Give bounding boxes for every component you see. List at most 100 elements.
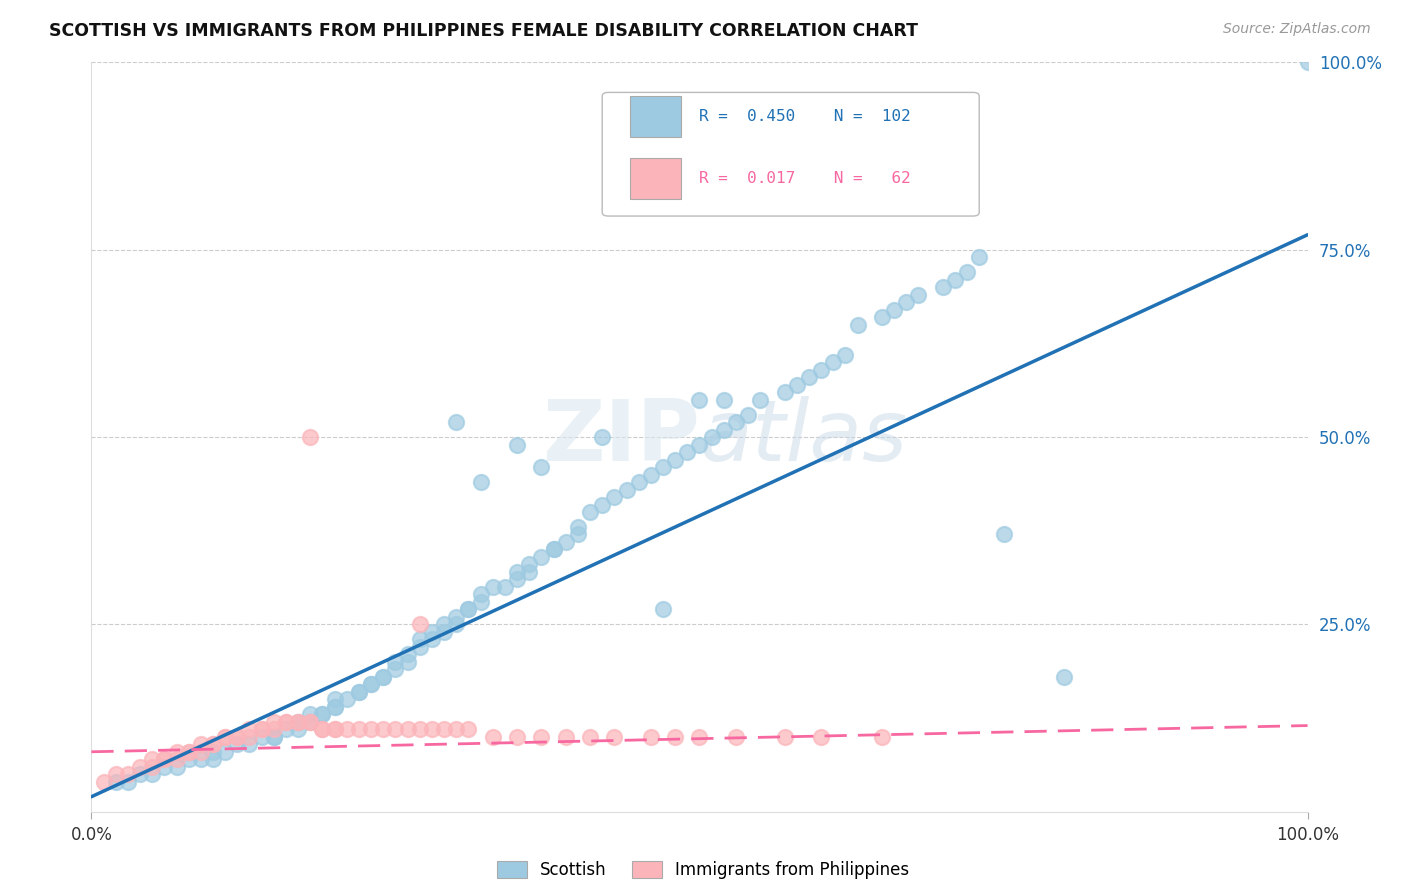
Point xyxy=(287,723,309,737)
Point xyxy=(457,602,479,616)
Point xyxy=(444,723,467,737)
Point xyxy=(141,760,163,774)
Point xyxy=(640,730,662,744)
Point xyxy=(409,640,432,654)
Point xyxy=(166,745,188,759)
Point xyxy=(226,730,249,744)
Point xyxy=(433,723,456,737)
Point xyxy=(347,685,370,699)
Point xyxy=(993,527,1015,541)
Point xyxy=(676,445,699,459)
Point xyxy=(238,723,260,737)
Point xyxy=(956,265,979,279)
Point xyxy=(214,730,236,744)
Point xyxy=(396,723,419,737)
Point xyxy=(907,287,929,301)
Text: R =  0.450    N =  102: R = 0.450 N = 102 xyxy=(699,109,911,124)
Point xyxy=(943,273,966,287)
Point xyxy=(384,655,406,669)
Bar xyxy=(630,158,682,199)
Point xyxy=(190,737,212,751)
Point xyxy=(323,723,346,737)
Point xyxy=(347,685,370,699)
Point xyxy=(299,714,322,729)
Point xyxy=(373,723,395,737)
Point xyxy=(773,730,796,744)
Point xyxy=(737,408,759,422)
Point xyxy=(652,602,675,616)
Point xyxy=(870,730,893,744)
Point xyxy=(627,475,650,489)
Point xyxy=(517,558,540,572)
Point xyxy=(846,318,869,332)
Point xyxy=(311,723,333,737)
Text: SCOTTISH VS IMMIGRANTS FROM PHILIPPINES FEMALE DISABILITY CORRELATION CHART: SCOTTISH VS IMMIGRANTS FROM PHILIPPINES … xyxy=(49,22,918,40)
Point xyxy=(202,737,225,751)
Point xyxy=(1296,55,1319,70)
Text: Source: ZipAtlas.com: Source: ZipAtlas.com xyxy=(1223,22,1371,37)
Point xyxy=(299,707,322,722)
Point xyxy=(506,565,529,579)
Point xyxy=(287,714,309,729)
Point xyxy=(153,752,176,766)
Legend: Scottish, Immigrants from Philippines: Scottish, Immigrants from Philippines xyxy=(496,861,910,880)
Point xyxy=(238,730,260,744)
Point xyxy=(724,730,747,744)
Point xyxy=(299,714,322,729)
Point xyxy=(177,745,200,759)
Point xyxy=(420,632,443,647)
Point xyxy=(640,467,662,482)
Point xyxy=(117,767,139,781)
Point xyxy=(713,423,735,437)
Point xyxy=(287,714,309,729)
Point xyxy=(543,542,565,557)
Point xyxy=(238,737,260,751)
Point xyxy=(688,730,710,744)
Point xyxy=(444,415,467,429)
Point xyxy=(250,730,273,744)
Point xyxy=(664,452,686,467)
Text: R =  0.017    N =   62: R = 0.017 N = 62 xyxy=(699,170,911,186)
Point xyxy=(104,767,127,781)
FancyBboxPatch shape xyxy=(602,93,979,216)
Point xyxy=(967,250,990,264)
Point xyxy=(250,723,273,737)
Point xyxy=(664,730,686,744)
Point xyxy=(713,392,735,407)
Point xyxy=(141,752,163,766)
Text: ZIP: ZIP xyxy=(541,395,699,479)
Point xyxy=(177,752,200,766)
Point xyxy=(810,362,832,376)
Point xyxy=(153,760,176,774)
Point xyxy=(202,752,225,766)
Point xyxy=(166,752,188,766)
Point xyxy=(810,730,832,744)
Point xyxy=(141,767,163,781)
Point xyxy=(616,483,638,497)
Point xyxy=(323,692,346,706)
Bar xyxy=(630,96,682,137)
Point xyxy=(688,437,710,451)
Point xyxy=(470,475,492,489)
Point xyxy=(274,714,297,729)
Point xyxy=(263,723,285,737)
Point xyxy=(724,415,747,429)
Point xyxy=(166,760,188,774)
Point xyxy=(336,692,359,706)
Point xyxy=(457,723,479,737)
Point xyxy=(688,392,710,407)
Point xyxy=(373,670,395,684)
Point xyxy=(567,527,589,541)
Point xyxy=(409,617,432,632)
Point xyxy=(274,723,297,737)
Point xyxy=(93,774,115,789)
Point xyxy=(506,573,529,587)
Point xyxy=(214,730,236,744)
Point xyxy=(567,520,589,534)
Point xyxy=(470,595,492,609)
Point xyxy=(104,774,127,789)
Point xyxy=(323,699,346,714)
Point xyxy=(360,677,382,691)
Point xyxy=(263,714,285,729)
Point xyxy=(786,377,808,392)
